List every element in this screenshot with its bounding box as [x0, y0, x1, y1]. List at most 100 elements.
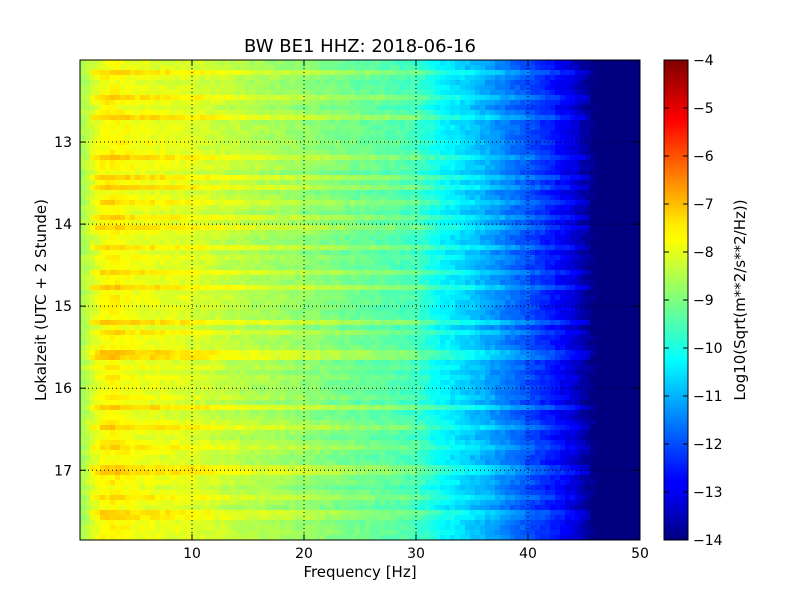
heatmap-cell [250, 205, 256, 211]
heatmap-cell [460, 195, 466, 201]
heatmap-cell [285, 120, 291, 126]
heatmap-cell [565, 110, 571, 116]
heatmap-cell [430, 220, 436, 226]
heatmap-cell [255, 150, 261, 156]
heatmap-cell [305, 90, 311, 96]
heatmap-cell [525, 195, 531, 201]
heatmap-cell [105, 240, 111, 246]
heatmap-cell [415, 95, 421, 101]
heatmap-cell [150, 275, 156, 281]
heatmap-cell [315, 235, 321, 241]
heatmap-cell [210, 70, 216, 76]
heatmap-cell [200, 150, 206, 156]
heatmap-cell [525, 105, 531, 111]
heatmap-cell [80, 220, 86, 226]
heatmap-cell [580, 185, 586, 191]
heatmap-cell [480, 110, 486, 116]
heatmap-cell [470, 250, 476, 256]
heatmap-cell [95, 60, 101, 66]
heatmap-cell [210, 205, 216, 211]
heatmap-cell [330, 60, 336, 66]
heatmap-cell [510, 215, 516, 221]
heatmap-cell [390, 170, 396, 176]
heatmap-cell [110, 110, 116, 116]
heatmap-cell [335, 255, 341, 261]
heatmap-cell [435, 170, 441, 176]
heatmap-cell [105, 275, 111, 281]
heatmap-cell [445, 190, 451, 196]
heatmap-cell [505, 150, 511, 156]
heatmap-cell [510, 140, 516, 146]
heatmap-cell [610, 150, 616, 156]
heatmap-cell [120, 275, 126, 281]
heatmap-cell [190, 255, 196, 261]
heatmap-cell [150, 170, 156, 176]
heatmap-cell [450, 180, 456, 186]
heatmap-cell [565, 160, 571, 166]
heatmap-cell [215, 280, 221, 286]
heatmap-cell [220, 200, 226, 206]
heatmap-cell [385, 205, 391, 211]
heatmap-cell [415, 205, 421, 211]
heatmap-cell [290, 190, 296, 196]
heatmap-cell [335, 160, 341, 166]
heatmap-cell [400, 155, 406, 161]
heatmap-cell [405, 125, 411, 131]
heatmap-cell [80, 120, 86, 126]
heatmap-cell [385, 90, 391, 96]
heatmap-cell [210, 110, 216, 116]
heatmap-cell [580, 195, 586, 201]
heatmap-cell [105, 225, 111, 231]
heatmap-cell [95, 230, 101, 236]
heatmap-cell [575, 65, 581, 71]
heatmap-cell [140, 140, 146, 146]
heatmap-cell [240, 250, 246, 256]
heatmap-cell [385, 140, 391, 146]
heatmap-cell [635, 120, 640, 126]
heatmap-cell [85, 175, 91, 181]
heatmap-cell [115, 240, 121, 246]
heatmap-cell [405, 185, 411, 191]
heatmap-cell [595, 205, 601, 211]
heatmap-cell [250, 220, 256, 226]
heatmap-cell [215, 125, 221, 131]
heatmap-cell [355, 160, 361, 166]
heatmap-cell [610, 200, 616, 206]
heatmap-cell [95, 110, 101, 116]
heatmap-cell [160, 145, 166, 151]
heatmap-cell [345, 270, 351, 276]
heatmap-cell [530, 260, 536, 266]
heatmap-cell [130, 125, 136, 131]
heatmap-cell [285, 270, 291, 276]
heatmap-cell [215, 220, 221, 226]
heatmap-cell [205, 195, 211, 201]
heatmap-cell [595, 240, 601, 246]
heatmap-cell [265, 125, 271, 131]
heatmap-cell [355, 115, 361, 121]
heatmap-cell [340, 165, 346, 171]
heatmap-cell [270, 260, 276, 266]
heatmap-cell [275, 90, 281, 96]
heatmap-cell [245, 255, 251, 261]
heatmap-cell [445, 165, 451, 171]
heatmap-cell [340, 205, 346, 211]
heatmap-cell [460, 100, 466, 106]
heatmap-cell [230, 95, 236, 101]
heatmap-cell [320, 80, 326, 86]
heatmap-cell [410, 185, 416, 191]
heatmap-cell [310, 280, 316, 286]
heatmap-cell [355, 175, 361, 181]
heatmap-cell [455, 245, 461, 251]
heatmap-cell [550, 250, 556, 256]
heatmap-cell [280, 155, 286, 161]
heatmap-cell [320, 135, 326, 141]
heatmap-cell [225, 205, 231, 211]
heatmap-cell [285, 250, 291, 256]
heatmap-cell [195, 260, 201, 266]
heatmap-cell [555, 115, 561, 121]
heatmap-cell [335, 175, 341, 181]
heatmap-cell [590, 270, 596, 276]
heatmap-cell [375, 240, 381, 246]
heatmap-cell [185, 190, 191, 196]
heatmap-cell [330, 140, 336, 146]
